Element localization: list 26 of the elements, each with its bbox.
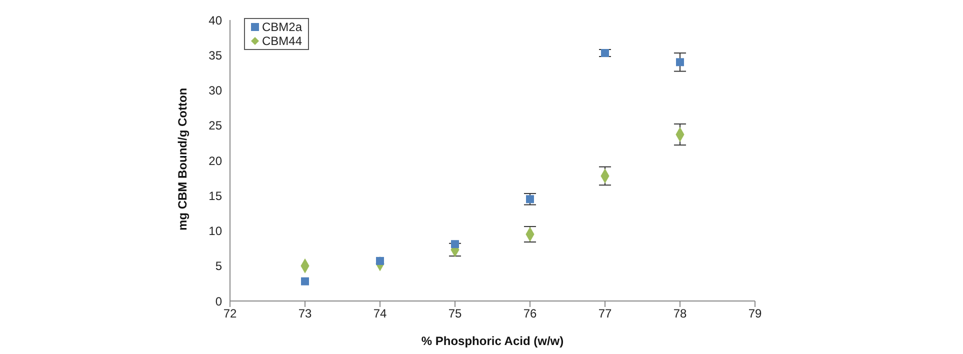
y-axis-title: mg CBM Bound/g Cotton — [175, 88, 190, 230]
x-tick-label: 77 — [598, 306, 612, 321]
y-tick-label: 5 — [215, 259, 222, 274]
y-tick-label: 20 — [208, 154, 222, 168]
y-tick-label: 25 — [208, 118, 222, 133]
x-tick-label: 74 — [373, 306, 387, 321]
y-tick-label: 0 — [215, 294, 222, 308]
point — [526, 195, 534, 204]
x-tick-label: 73 — [298, 306, 312, 321]
y-tick-label: 10 — [208, 224, 222, 238]
point — [601, 49, 609, 58]
x-tick-label: 76 — [523, 306, 537, 321]
x-tick-label: 79 — [748, 306, 762, 321]
x-tick-label: 75 — [448, 306, 462, 321]
y-tick-label: 15 — [208, 188, 222, 203]
point — [451, 240, 459, 248]
legend-label: CBM44 — [262, 34, 302, 48]
point — [676, 58, 684, 66]
y-tick-label: 40 — [208, 13, 222, 28]
x-tick-label: 72 — [223, 306, 237, 321]
x-axis-title: % Phosphoric Acid (w/w) — [421, 334, 564, 348]
legend-label: CBM2a — [262, 20, 302, 34]
y-tick-label: 30 — [208, 84, 222, 98]
point — [301, 277, 309, 286]
x-tick-label: 78 — [673, 306, 687, 321]
y-tick-label: 35 — [208, 48, 222, 62]
